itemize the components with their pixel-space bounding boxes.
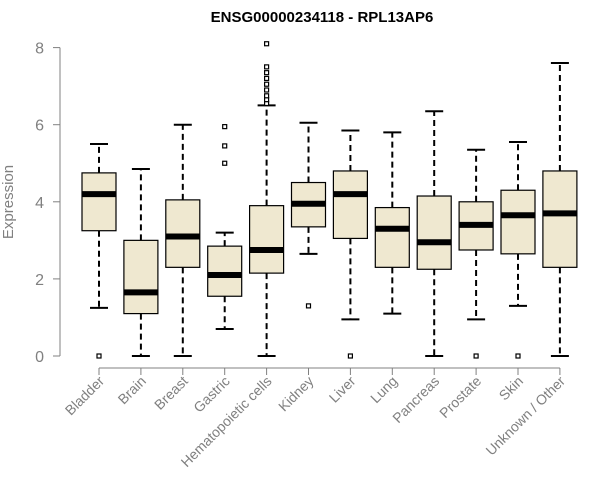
box-iqr (542, 170, 578, 268)
outlier-point (264, 41, 270, 47)
outlier-point (473, 353, 479, 359)
x-tick-label: Liver (326, 373, 359, 406)
box-1 (81, 142, 117, 359)
x-tick-label: Breast (151, 373, 191, 413)
x-tick-label: Brain (115, 373, 149, 407)
outlier-point (222, 124, 228, 130)
outlier-point (264, 75, 270, 82)
outlier-point (96, 353, 102, 359)
box-iqr (81, 172, 117, 232)
box-10 (458, 148, 494, 359)
outlier-point (347, 353, 353, 359)
box-4 (207, 124, 243, 331)
outlier-point (264, 81, 270, 87)
outlier-point (264, 64, 270, 70)
outlier-point (515, 353, 521, 359)
y-tick-label: 8 (35, 41, 44, 58)
x-tick-label: Kidney (275, 373, 317, 415)
outlier-point (222, 143, 228, 149)
box-5 (249, 41, 285, 357)
x-tick-label: Bladder (62, 373, 108, 419)
x-tick-label: Lung (367, 373, 400, 406)
box-iqr (207, 245, 243, 297)
box-8 (374, 131, 410, 315)
box-6 (290, 121, 327, 309)
x-tick-label: Unknown / Other (482, 373, 568, 459)
x-tick-label: Skin (496, 373, 527, 404)
box-7 (332, 129, 368, 359)
box-12 (542, 62, 578, 357)
y-tick-label: 6 (35, 118, 44, 135)
y-tick-label: 4 (35, 195, 44, 212)
box-iqr (249, 205, 285, 274)
box-9 (416, 110, 452, 357)
box-2 (123, 168, 159, 357)
y-tick-label: 0 (35, 349, 44, 366)
x-tick-label: Pancreas (389, 373, 442, 426)
box-3 (165, 123, 201, 357)
outlier-point (264, 70, 270, 76)
outlier-point (264, 87, 270, 93)
box-11 (500, 141, 536, 359)
box-iqr (123, 239, 159, 315)
outlier-point (222, 160, 228, 166)
box-iqr (374, 206, 410, 268)
outlier-point (305, 303, 312, 309)
box-iqr (332, 170, 368, 240)
y-axis: 0 2 4 6 8 (35, 41, 61, 366)
box-iqr (500, 189, 536, 255)
outlier-point (264, 93, 270, 99)
box-iqr (416, 195, 452, 270)
y-axis-label: Expression (0, 165, 17, 239)
boxes (81, 41, 578, 359)
chart-title: ENSG00000234118 - RPL13AP6 (211, 9, 434, 26)
y-tick-label: 2 (35, 272, 44, 289)
x-tick-label: Prostate (436, 373, 484, 421)
